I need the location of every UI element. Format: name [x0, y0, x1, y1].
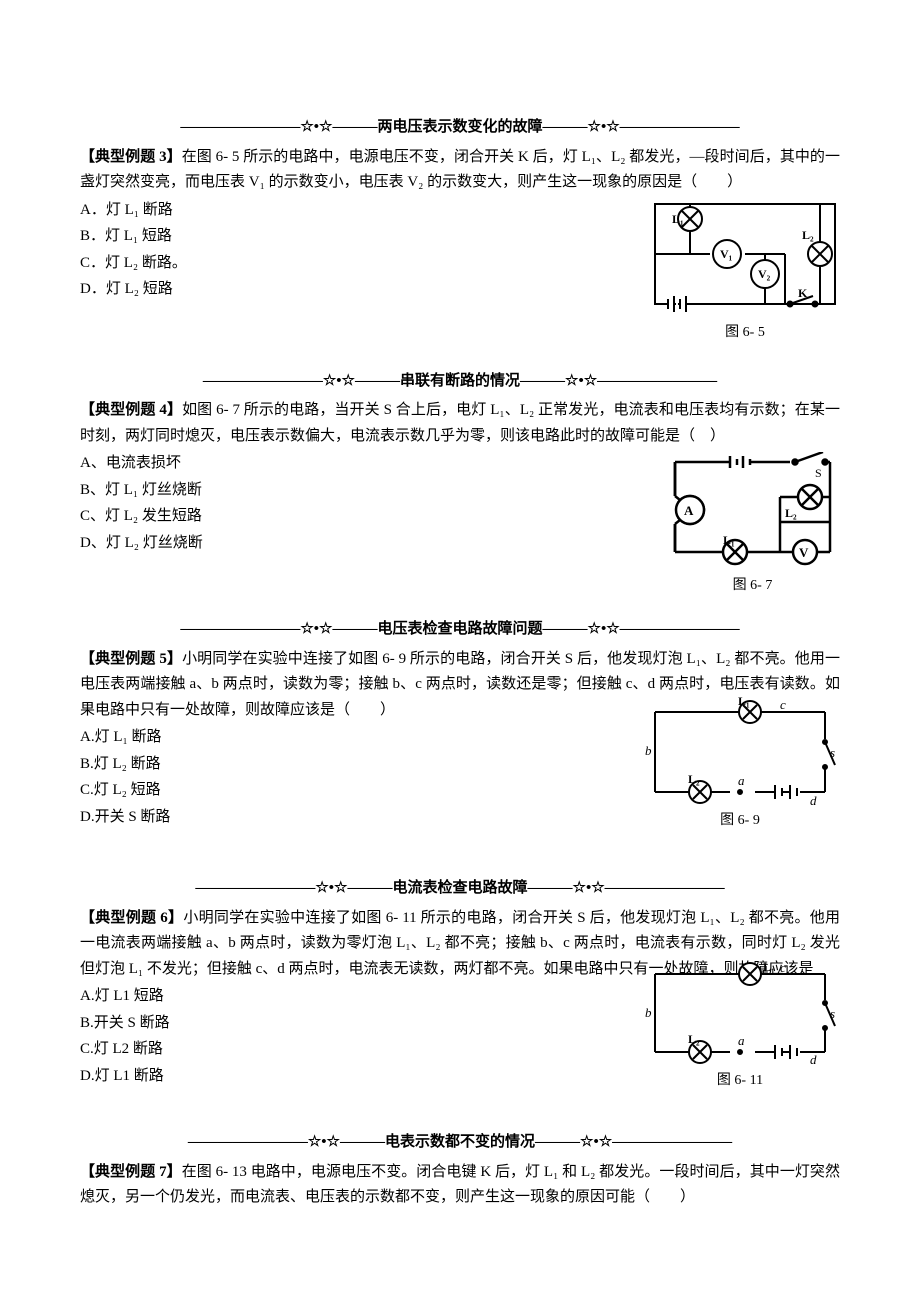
problem-7-body: 在图 6- 13 电路中，电源电压不变。闭合电键 K 后，灯 L₁ 和 L₂ 都… — [80, 1164, 840, 1206]
figure-6-5: L₁ L₂ V₁ V₂ K 图 6- 5 — [650, 199, 840, 345]
svg-text:d: d — [810, 793, 817, 807]
svg-text:S: S — [815, 466, 822, 480]
svg-text:L₂: L₂ — [688, 772, 700, 786]
opt-3d: D．灯 L₂ 短路 — [80, 277, 640, 303]
problem-3-text: 【典型例题 3】在图 6- 5 所示的电路中，电源电压不变，闭合开关 K 后，灯… — [80, 145, 840, 196]
opt-4d: D、灯 L₂ 灯丝烧断 — [80, 531, 650, 557]
divider-title: 两电压表示数变化的故障 — [377, 118, 542, 135]
figcap-6-11: 图 6- 11 — [640, 1069, 840, 1093]
svg-text:V₂: V₂ — [758, 267, 771, 281]
svg-text:L₁: L₁ — [763, 962, 775, 974]
figcap-6-9: 图 6- 9 — [640, 809, 840, 833]
divider-s3: ————————☆•☆———两电压表示数变化的故障———☆•☆———————— — [80, 114, 840, 141]
divider-right: ———☆•☆———————— — [543, 621, 740, 637]
divider-left: ————————☆•☆——— — [195, 880, 392, 896]
divider-right: ———☆•☆———————— — [543, 119, 740, 135]
problem-5: L₁ L₂ b c a d s 图 6- 9 【典型例题 5】小明同学在实验中连… — [80, 647, 840, 862]
opt-5d: D.开关 S 断路 — [80, 805, 630, 831]
svg-text:V: V — [799, 545, 809, 560]
divider-right: ———☆•☆———————— — [535, 1134, 732, 1150]
svg-text:b: b — [645, 743, 652, 758]
divider-title: 串联有断路的情况 — [400, 372, 520, 389]
svg-text:A: A — [684, 503, 694, 518]
problem-4-body: 如图 6- 7 所示的电路，当开关 S 合上后，电灯 L₁、L₂ 正常发光，电流… — [80, 402, 840, 444]
svg-text:L₁: L₁ — [672, 212, 684, 226]
svg-text:b: b — [645, 1005, 652, 1020]
problem-3: L₁ L₂ V₁ V₂ K 图 6- 5 【典型例题 3】在图 6- 5 所示的… — [80, 145, 840, 354]
figcap-6-5: 图 6- 5 — [650, 321, 840, 345]
svg-text:V₁: V₁ — [720, 247, 733, 261]
divider-left: ————————☆•☆——— — [180, 119, 377, 135]
divider-left: ————————☆•☆——— — [180, 621, 377, 637]
svg-text:L₁: L₁ — [723, 533, 735, 547]
divider-s4: ————————☆•☆———串联有断路的情况———☆•☆———————— — [80, 368, 840, 395]
problem-6-label: 【典型例题 6】 — [80, 910, 183, 926]
divider-s6: ————————☆•☆———电流表检查电路故障———☆•☆———————— — [80, 875, 840, 902]
problem-5-body2: 则故障应该是（ ） — [245, 702, 395, 718]
svg-text:L₂: L₂ — [785, 506, 797, 520]
svg-text:s: s — [830, 1006, 835, 1021]
figure-6-11: L₁ L₂ b c a d s 图 6- 11 — [640, 962, 840, 1093]
svg-text:L₂: L₂ — [802, 228, 814, 242]
opt-6b: B.开关 S 断路 — [80, 1011, 630, 1037]
opt-4b: B、灯 L₁ 灯丝烧断 — [80, 478, 650, 504]
svg-text:a: a — [738, 1033, 745, 1048]
svg-text:c: c — [780, 697, 786, 712]
svg-text:s: s — [830, 745, 835, 760]
divider-s5: ————————☆•☆———电压表检查电路故障问题———☆•☆———————— — [80, 616, 840, 643]
divider-title: 电压表检查电路故障问题 — [377, 620, 542, 637]
opt-6a: A.灯 L1 短路 — [80, 984, 630, 1010]
divider-right: ———☆•☆———————— — [520, 373, 717, 389]
divider-right: ———☆•☆———————— — [528, 880, 725, 896]
problem-4-label: 【典型例题 4】 — [80, 402, 182, 418]
problem-7-label: 【典型例题 7】 — [80, 1164, 182, 1180]
svg-text:d: d — [810, 1052, 817, 1067]
problem-5-label: 【典型例题 5】 — [80, 651, 182, 667]
divider-title: 电流表检查电路故障 — [392, 879, 527, 896]
svg-text:L₂: L₂ — [688, 1032, 700, 1046]
divider-s7: ————————☆•☆———电表示数都不变的情况———☆•☆———————— — [80, 1129, 840, 1156]
opt-5c: C.灯 L₂ 短路 — [80, 778, 630, 804]
opt-5a: A.灯 L₁ 断路 — [80, 725, 630, 751]
opt-6c: C.灯 L2 断路 — [80, 1037, 630, 1063]
svg-text:L₁: L₁ — [738, 697, 750, 708]
problem-7-text: 【典型例题 7】在图 6- 13 电路中，电源电压不变。闭合电键 K 后，灯 L… — [80, 1160, 840, 1211]
divider-left: ————————☆•☆——— — [188, 1134, 385, 1150]
divider-title: 电表示数都不变的情况 — [385, 1133, 535, 1150]
svg-text:K: K — [798, 286, 808, 300]
figure-6-9: L₁ L₂ b c a d s 图 6- 9 — [640, 697, 840, 833]
problem-4: A V L₁ L₂ S 图 6- 7 【典型例题 4】如图 6- 7 所示的电路… — [80, 398, 840, 602]
problem-4-text: 【典型例题 4】如图 6- 7 所示的电路，当开关 S 合上后，电灯 L₁、L₂… — [80, 398, 840, 449]
problem-3-label: 【典型例题 3】 — [80, 149, 182, 165]
opt-6d: D.灯 L1 断路 — [80, 1064, 630, 1090]
opt-4c: C、灯 L₂ 发生短路 — [80, 504, 650, 530]
opt-3b: B．灯 L₁ 短路 — [80, 224, 640, 250]
divider-left: ————————☆•☆——— — [203, 373, 400, 389]
problem-3-body: 在图 6- 5 所示的电路中，电源电压不变，闭合开关 K 后，灯 L₁、L₂ 都… — [80, 149, 840, 191]
opt-3a: A．灯 L₁ 断路 — [80, 198, 640, 224]
svg-text:a: a — [738, 773, 745, 788]
opt-3c: C．灯 L₂ 断路。 — [80, 251, 640, 277]
problem-7: 【典型例题 7】在图 6- 13 电路中，电源电压不变。闭合电键 K 后，灯 L… — [80, 1160, 840, 1211]
problem-6: L₁ L₂ b c a d s 图 6- 11 【典型例题 6】小明同学在实验中… — [80, 906, 840, 1116]
opt-4a: A、电流表损坏 — [80, 451, 650, 477]
opt-5b: B.灯 L₂ 断路 — [80, 752, 630, 778]
figure-6-7: A V L₁ L₂ S 图 6- 7 — [665, 452, 840, 598]
svg-text:c: c — [780, 962, 786, 975]
figcap-6-7: 图 6- 7 — [665, 574, 840, 598]
